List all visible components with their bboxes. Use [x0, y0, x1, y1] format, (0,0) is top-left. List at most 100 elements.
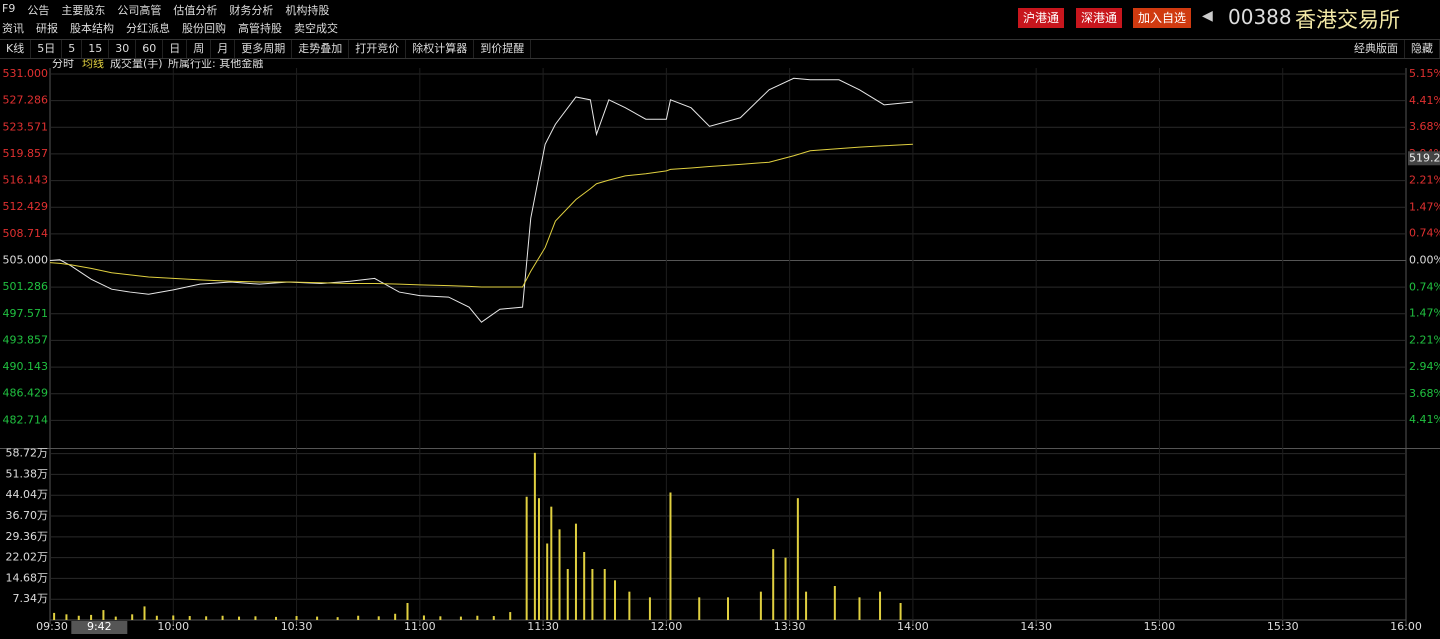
y-tick-label: 490.143 — [3, 360, 49, 373]
volume-bar — [221, 615, 224, 620]
toolbar-item[interactable]: 更多周期 — [235, 40, 293, 58]
volume-bar — [53, 612, 56, 620]
x-tick-label: 15:30 — [1267, 620, 1299, 633]
volume-bar — [574, 523, 577, 620]
legend-item: 均线 — [82, 59, 104, 70]
y-tick-label: 527.286 — [3, 94, 49, 107]
menu-row: F9 公告 主要股东 公司高管 估值分析 财务分析 机构持股 — [2, 2, 329, 18]
menu-item[interactable]: 研报 — [36, 22, 58, 35]
stock-code: 00388 — [1228, 5, 1292, 29]
toolbar-item[interactable]: 走势叠加 — [292, 40, 350, 58]
volume-tick-label: 14.68万 — [6, 571, 49, 584]
volume-bar — [879, 591, 882, 620]
menu-item[interactable]: 估值分析 — [173, 4, 218, 17]
toolbar-item[interactable]: 到价提醒 — [474, 40, 532, 58]
y2-tick-label: 1.47% — [1409, 200, 1440, 213]
volume-bar — [698, 597, 701, 620]
toolbar-item[interactable]: 月 — [211, 40, 236, 58]
volume-tick-label: 44.04万 — [6, 488, 49, 501]
volume-bar — [459, 616, 462, 620]
arrow-icon[interactable]: ◀ — [1202, 8, 1213, 24]
volume-bar — [550, 506, 553, 620]
toolbar-item[interactable]: 5 — [62, 40, 83, 58]
menu-item[interactable]: 公告 — [27, 4, 50, 17]
toolbar-item[interactable]: 5日 — [31, 40, 63, 58]
volume-bar — [439, 616, 442, 620]
volume-bar — [533, 452, 536, 620]
y-tick-label: 493.857 — [3, 333, 49, 346]
x-tick-label: 11:30 — [527, 620, 559, 633]
volume-tick-label: 51.38万 — [6, 467, 49, 480]
volume-bar — [102, 610, 105, 620]
volume-bar — [525, 496, 528, 620]
menu-item[interactable]: 财务分析 — [229, 4, 274, 17]
menu-item[interactable]: 资讯 — [2, 22, 24, 35]
y2-tick-label: 0.00% — [1409, 254, 1440, 267]
toolbar-item[interactable]: 15 — [82, 40, 110, 58]
volume-bar — [759, 591, 762, 620]
last-price-box — [1408, 151, 1440, 166]
volume-bar — [254, 616, 257, 620]
toolbar-item[interactable]: 周 — [187, 40, 212, 58]
y-tick-label: 505.000 — [3, 254, 49, 267]
toolbar-item[interactable]: 隐藏 — [1405, 40, 1440, 58]
volume-bar — [648, 597, 651, 620]
volume-bar — [628, 591, 631, 620]
x-tick-label: 14:30 — [1020, 620, 1052, 633]
x-tick-label: 15:00 — [1144, 620, 1176, 633]
button[interactable]: 沪港通 — [1018, 8, 1065, 28]
toolbar-item[interactable]: 60 — [136, 40, 164, 58]
volume-tick-label: 58.72万 — [6, 447, 49, 460]
menu-item[interactable]: 主要股东 — [61, 4, 106, 17]
y2-tick-label: 2.94% — [1409, 360, 1440, 373]
volume-bar — [275, 616, 277, 620]
menu-item[interactable]: 分红派息 — [126, 22, 170, 35]
button[interactable]: 深港通 — [1076, 8, 1123, 28]
button[interactable]: 加入自选 — [1133, 8, 1192, 28]
volume-bar — [357, 615, 360, 620]
volume-bar — [394, 613, 397, 620]
volume-bar — [603, 569, 606, 620]
volume-bar — [858, 597, 861, 620]
volume-bar — [833, 586, 836, 620]
y2-tick-label: 3.68% — [1409, 120, 1440, 133]
x-tick-label: 14:00 — [897, 620, 929, 633]
toolbar-item[interactable]: K线 — [0, 40, 32, 58]
y2-tick-label: 0.74% — [1409, 280, 1440, 293]
y-tick-label: 482.714 — [3, 413, 49, 426]
price-line — [49, 77, 913, 323]
menu-item[interactable]: 卖空成交 — [294, 22, 338, 35]
volume-bar — [669, 492, 672, 620]
toolbar-item[interactable]: 30 — [109, 40, 137, 58]
toolbar-item[interactable]: 打开竞价 — [349, 40, 407, 58]
toolbar-item[interactable]: 经典版面 — [1348, 40, 1405, 58]
y-tick-label: 516.143 — [3, 174, 49, 187]
menu-item[interactable]: 高管持股 — [238, 22, 282, 35]
header: F9 公告 主要股东 公司高管 估值分析 财务分析 机构持股 资讯 研报 股本结构 分红派息 股份回… — [0, 0, 1440, 38]
legend-item: 分时 — [52, 59, 74, 70]
cursor-label: 9:42 — [87, 620, 112, 633]
volume-bar — [131, 614, 134, 620]
menu-item[interactable]: 股本结构 — [70, 22, 114, 35]
toolbar-item[interactable]: 日 — [163, 40, 188, 58]
toolbar-item[interactable]: 除权计算器 — [406, 40, 475, 58]
volume-bar — [90, 614, 93, 620]
volume-bar — [114, 616, 117, 620]
y-tick-label: 512.429 — [3, 200, 49, 213]
menu-item[interactable]: 公司高管 — [117, 4, 162, 17]
y2-tick-label: 2.21% — [1409, 173, 1440, 186]
volume-bar — [796, 498, 799, 620]
x-tick-label: 09:30 — [36, 620, 68, 633]
volume-bar — [172, 615, 175, 620]
volume-bar — [727, 597, 729, 620]
menu-item[interactable]: 股份回购 — [182, 22, 226, 35]
menu-item[interactable]: F9 — [2, 2, 16, 15]
menu-item[interactable]: 机构持股 — [285, 4, 330, 17]
volume-bar — [336, 617, 339, 620]
y-tick-label: 501.286 — [3, 280, 49, 293]
volume-bar — [406, 603, 409, 620]
y2-tick-label: 4.41% — [1409, 94, 1440, 107]
volume-bar — [155, 615, 158, 620]
volume-bar — [476, 615, 479, 620]
